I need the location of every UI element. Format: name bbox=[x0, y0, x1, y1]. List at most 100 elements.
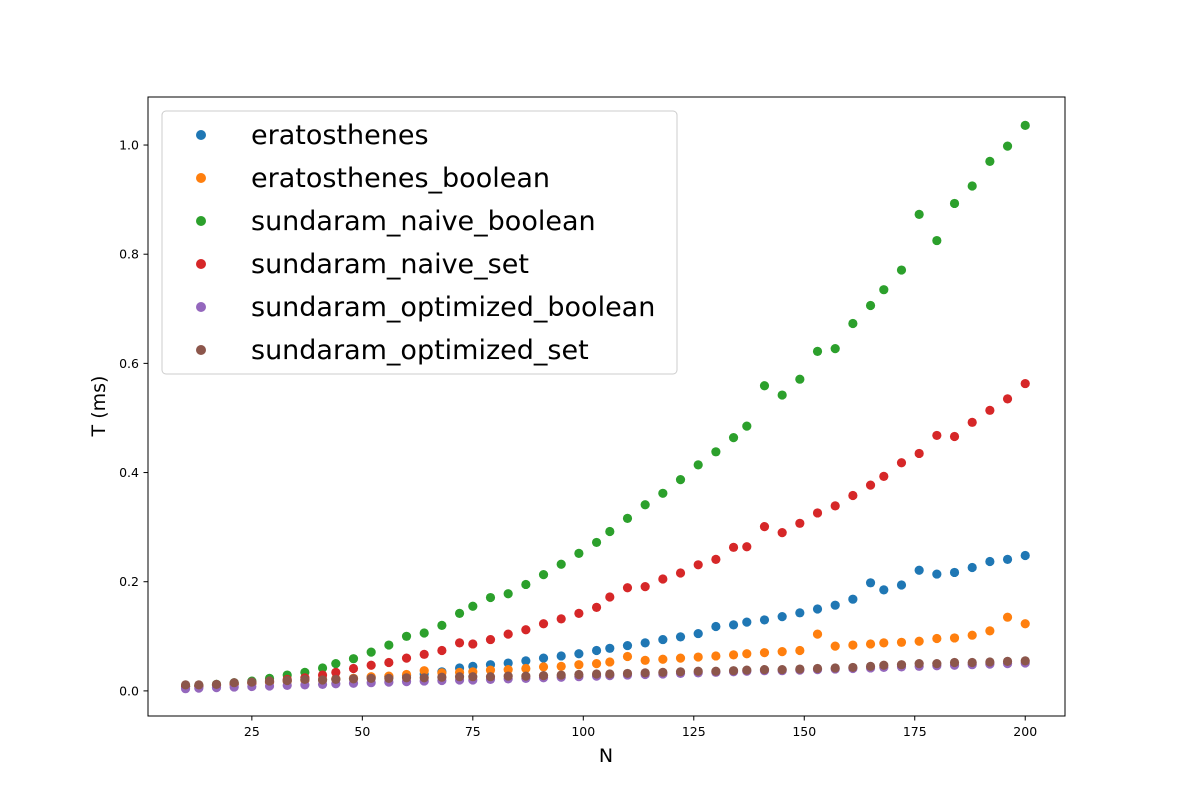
legend-marker-sundaram-naive-boolean bbox=[196, 216, 206, 226]
point-sundaram-optimized-set-11 bbox=[366, 673, 376, 683]
legend-label-eratosthenes: eratosthenes bbox=[251, 120, 429, 151]
point-eratosthenes-25 bbox=[605, 643, 615, 653]
point-sundaram-naive-set-44 bbox=[932, 430, 942, 441]
point-sundaram-naive-set-29 bbox=[675, 568, 686, 578]
data-points bbox=[180, 120, 1030, 694]
point-sundaram-naive-set-36 bbox=[795, 518, 805, 528]
point-sundaram-naive-boolean-21 bbox=[538, 570, 549, 580]
point-sundaram-optimized-set-1 bbox=[194, 680, 204, 690]
point-sundaram-optimized-set-3 bbox=[229, 678, 239, 688]
point-sundaram-optimized-set-12 bbox=[384, 673, 394, 683]
point-eratosthenes-24 bbox=[591, 645, 602, 656]
point-sundaram-naive-set-37 bbox=[812, 508, 823, 518]
point-eratosthenes-29 bbox=[675, 632, 686, 642]
point-eratosthenes-boolean-14 bbox=[419, 666, 429, 676]
point-sundaram-naive-boolean-17 bbox=[468, 601, 478, 611]
point-eratosthenes-boolean-36 bbox=[795, 645, 805, 656]
legend-label-sundaram-naive-set: sundaram_naive_set bbox=[251, 249, 529, 280]
x-tick-label-2: 75 bbox=[465, 724, 481, 739]
point-eratosthenes-31 bbox=[711, 621, 721, 632]
point-sundaram-naive-boolean-48 bbox=[1002, 141, 1013, 151]
legend-label-sundaram-optimized-set: sundaram_optimized_set bbox=[251, 335, 589, 366]
point-sundaram-optimized-set-21 bbox=[538, 671, 549, 681]
point-eratosthenes-41 bbox=[879, 585, 889, 595]
point-sundaram-optimized-set-16 bbox=[454, 672, 465, 682]
y-axis-label: T (ms) bbox=[88, 376, 110, 438]
point-sundaram-naive-set-23 bbox=[574, 608, 584, 618]
legend-box bbox=[161, 110, 678, 375]
point-sundaram-naive-set-17 bbox=[468, 639, 478, 649]
point-eratosthenes-boolean-48 bbox=[1002, 612, 1013, 622]
point-sundaram-optimized-set-14 bbox=[419, 673, 429, 683]
point-sundaram-optimized-set-39 bbox=[848, 662, 858, 673]
point-sundaram-optimized-set-13 bbox=[401, 673, 412, 683]
point-sundaram-naive-boolean-11 bbox=[366, 647, 376, 657]
y-tick-label-5: 1.0 bbox=[119, 138, 139, 153]
point-sundaram-naive-boolean-10 bbox=[348, 654, 359, 664]
point-sundaram-naive-set-30 bbox=[693, 560, 703, 570]
point-sundaram-naive-boolean-25 bbox=[605, 526, 615, 537]
y-tick-label-2: 0.4 bbox=[119, 465, 139, 480]
x-tick-label-3: 100 bbox=[571, 724, 595, 739]
point-eratosthenes-boolean-38 bbox=[830, 641, 840, 651]
point-eratosthenes-39 bbox=[848, 594, 858, 604]
point-sundaram-naive-boolean-18 bbox=[485, 592, 496, 603]
point-sundaram-optimized-set-24 bbox=[591, 669, 602, 679]
x-tick-label-7: 200 bbox=[1013, 724, 1037, 739]
point-sundaram-naive-boolean-16 bbox=[454, 608, 465, 618]
point-sundaram-optimized-set-32 bbox=[728, 666, 739, 676]
point-sundaram-optimized-set-7 bbox=[300, 674, 310, 685]
point-eratosthenes-boolean-21 bbox=[538, 662, 549, 672]
point-eratosthenes-boolean-47 bbox=[985, 626, 995, 636]
point-sundaram-optimized-set-10 bbox=[348, 674, 359, 684]
point-sundaram-naive-boolean-42 bbox=[896, 265, 907, 275]
point-sundaram-optimized-set-6 bbox=[282, 675, 292, 686]
point-sundaram-optimized-set-19 bbox=[503, 671, 513, 681]
point-sundaram-naive-boolean-47 bbox=[985, 156, 995, 167]
point-sundaram-naive-set-20 bbox=[521, 625, 531, 635]
point-eratosthenes-33 bbox=[742, 617, 752, 627]
point-sundaram-optimized-set-41 bbox=[879, 660, 889, 670]
point-eratosthenes-49 bbox=[1020, 550, 1030, 561]
point-eratosthenes-boolean-24 bbox=[591, 659, 602, 669]
point-sundaram-naive-boolean-30 bbox=[693, 460, 703, 470]
point-sundaram-naive-boolean-34 bbox=[759, 381, 770, 391]
point-sundaram-naive-boolean-36 bbox=[795, 374, 805, 384]
point-sundaram-optimized-set-4 bbox=[247, 677, 257, 687]
point-sundaram-optimized-set-18 bbox=[485, 672, 496, 682]
point-sundaram-naive-set-28 bbox=[658, 574, 668, 584]
point-eratosthenes-boolean-49 bbox=[1020, 619, 1030, 629]
point-sundaram-naive-boolean-12 bbox=[384, 640, 394, 650]
point-sundaram-naive-set-19 bbox=[503, 629, 513, 639]
point-sundaram-naive-boolean-39 bbox=[848, 318, 858, 329]
point-sundaram-naive-boolean-14 bbox=[419, 628, 429, 638]
point-sundaram-naive-set-14 bbox=[419, 649, 429, 659]
point-sundaram-naive-boolean-31 bbox=[711, 447, 721, 457]
point-eratosthenes-boolean-34 bbox=[759, 648, 770, 658]
x-tick-label-6: 175 bbox=[903, 724, 927, 739]
point-eratosthenes-20 bbox=[521, 656, 531, 666]
point-eratosthenes-boolean-43 bbox=[914, 636, 924, 646]
legend-marker-sundaram-optimized-boolean bbox=[196, 302, 206, 312]
point-sundaram-naive-boolean-45 bbox=[949, 198, 960, 209]
point-sundaram-naive-set-9 bbox=[331, 667, 341, 677]
point-sundaram-naive-boolean-33 bbox=[742, 421, 752, 431]
y-tick-label-0: 0.0 bbox=[119, 683, 139, 698]
point-sundaram-naive-set-27 bbox=[640, 582, 650, 592]
point-sundaram-optimized-set-28 bbox=[658, 667, 668, 677]
point-eratosthenes-23 bbox=[574, 649, 584, 659]
point-sundaram-naive-boolean-22 bbox=[556, 559, 566, 569]
point-sundaram-naive-set-39 bbox=[848, 490, 858, 501]
point-sundaram-naive-boolean-40 bbox=[865, 300, 876, 311]
point-sundaram-naive-set-24 bbox=[591, 602, 602, 612]
point-sundaram-optimized-set-0 bbox=[180, 680, 191, 690]
point-sundaram-naive-boolean-35 bbox=[777, 390, 787, 400]
point-sundaram-naive-set-11 bbox=[366, 660, 376, 670]
point-sundaram-optimized-set-2 bbox=[211, 679, 222, 689]
point-sundaram-naive-set-46 bbox=[967, 417, 977, 427]
y-tick-label-4: 0.8 bbox=[119, 247, 139, 262]
point-sundaram-optimized-set-5 bbox=[264, 676, 275, 686]
point-eratosthenes-boolean-20 bbox=[521, 663, 531, 674]
point-eratosthenes-40 bbox=[865, 578, 876, 588]
